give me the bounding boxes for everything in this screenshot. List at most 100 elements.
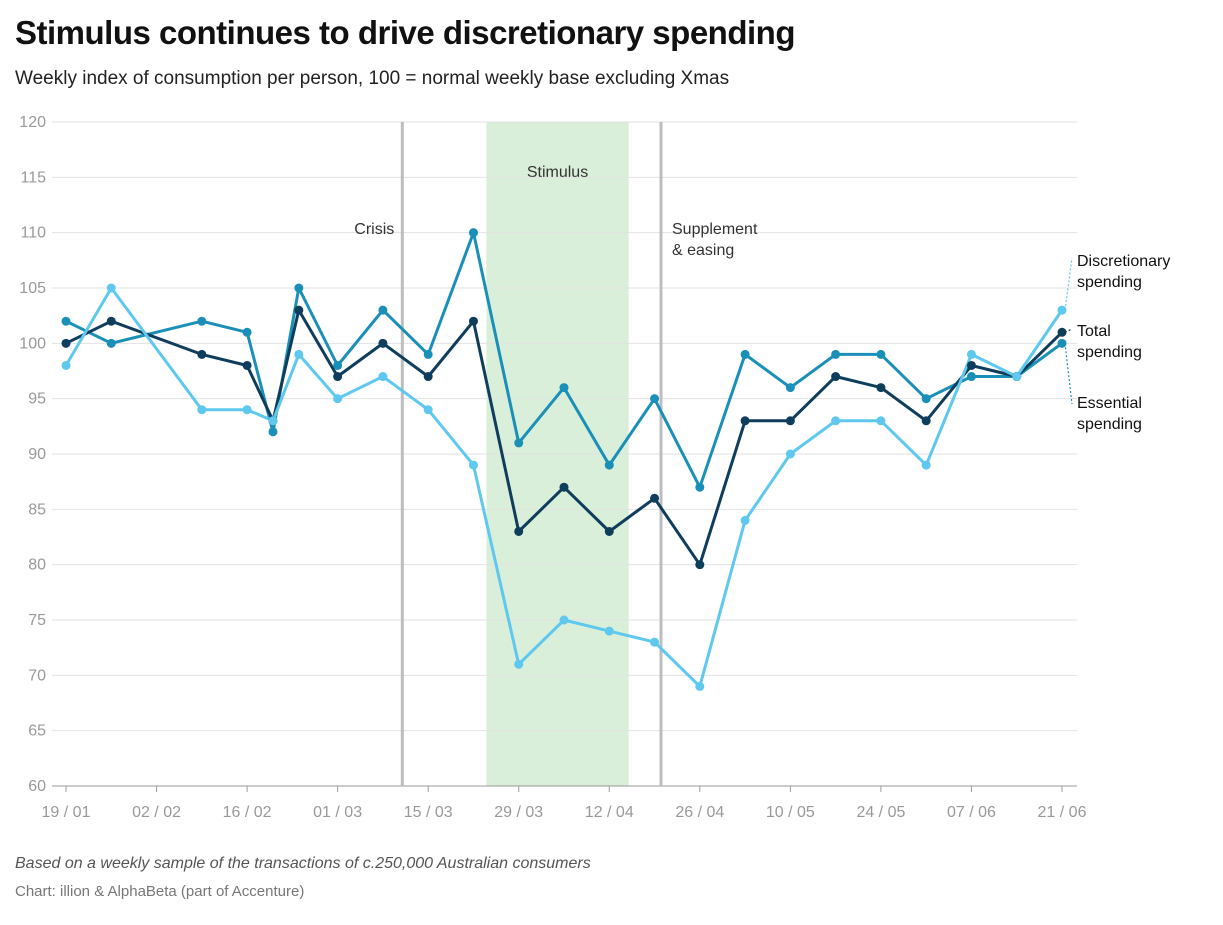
y-tick-label: 65 <box>28 723 46 740</box>
data-point <box>61 316 71 326</box>
y-tick-label: 100 <box>19 335 46 352</box>
data-point <box>740 416 750 426</box>
data-point <box>966 360 976 370</box>
data-point <box>294 283 304 293</box>
vertical-marker-label: Supplement <box>672 221 758 238</box>
data-point <box>61 360 71 370</box>
x-tick-label: 24 / 05 <box>856 804 905 821</box>
series-leader <box>1064 257 1073 311</box>
data-point <box>268 427 278 437</box>
data-point <box>468 460 478 470</box>
x-tick-label: 16 / 02 <box>223 804 272 821</box>
data-point <box>650 493 660 503</box>
data-point <box>294 305 304 315</box>
data-point <box>106 316 116 326</box>
data-point <box>423 405 433 415</box>
series-label: Total <box>1077 323 1111 340</box>
data-point <box>559 383 569 393</box>
y-tick-label: 75 <box>28 612 46 629</box>
data-point <box>876 383 886 393</box>
data-point <box>559 615 569 625</box>
y-tick-label: 110 <box>20 225 46 242</box>
x-tick-label: 19 / 01 <box>42 804 91 821</box>
data-point <box>468 316 478 326</box>
data-point <box>106 283 116 293</box>
data-point <box>333 394 343 404</box>
x-tick-label: 21 / 06 <box>1038 804 1087 821</box>
data-point <box>604 626 614 636</box>
data-point <box>876 349 886 359</box>
x-tick-label: 29 / 03 <box>494 804 543 821</box>
chart-source: Chart: illion & AlphaBeta (part of Accen… <box>15 883 305 900</box>
series-leader <box>1064 343 1073 405</box>
data-point <box>268 416 278 426</box>
data-point <box>378 338 388 348</box>
data-point <box>740 349 750 359</box>
data-point <box>831 349 841 359</box>
data-point <box>1057 327 1067 337</box>
data-point <box>921 416 931 426</box>
x-tick-label: 10 / 05 <box>766 804 815 821</box>
data-point <box>242 405 252 415</box>
x-tick-label: 12 / 04 <box>585 804 634 821</box>
data-point <box>966 349 976 359</box>
x-tick-label: 07 / 06 <box>947 804 996 821</box>
data-point <box>559 482 569 492</box>
data-point <box>378 305 388 315</box>
data-point <box>785 383 795 393</box>
shaded-period-label: Stimulus <box>527 164 588 181</box>
vertical-marker-label: Crisis <box>354 221 394 238</box>
series-label: spending <box>1077 344 1142 361</box>
data-point <box>785 449 795 459</box>
vertical-marker-label: & easing <box>672 242 734 259</box>
x-tick-label: 26 / 04 <box>675 804 724 821</box>
data-point <box>921 394 931 404</box>
y-tick-label: 60 <box>28 778 46 795</box>
y-tick-label: 105 <box>19 280 46 297</box>
data-point <box>695 482 705 492</box>
y-tick-label: 90 <box>28 446 46 463</box>
data-point <box>514 526 524 536</box>
data-point <box>333 372 343 382</box>
data-point <box>1012 372 1022 382</box>
x-tick-label: 15 / 03 <box>404 804 453 821</box>
data-point <box>333 360 343 370</box>
data-point <box>831 416 841 426</box>
data-point <box>197 405 207 415</box>
data-point <box>831 372 841 382</box>
data-point <box>1057 305 1067 315</box>
chart-subtitle: Weekly index of consumption per person, … <box>15 68 730 89</box>
y-tick-label: 115 <box>20 169 46 186</box>
series-label: Discretionary <box>1077 253 1170 270</box>
chart-note: Based on a weekly sample of the transact… <box>15 855 591 872</box>
data-point <box>876 416 886 426</box>
y-tick-label: 85 <box>28 501 46 518</box>
data-point <box>61 338 71 348</box>
x-tick-label: 01 / 03 <box>313 804 362 821</box>
data-point <box>695 560 705 570</box>
data-point <box>966 372 976 382</box>
data-point <box>242 360 252 370</box>
data-point <box>604 460 614 470</box>
data-point <box>650 394 660 404</box>
x-tick-label: 02 / 02 <box>132 804 181 821</box>
data-point <box>197 349 207 359</box>
data-point <box>604 526 614 536</box>
data-point <box>785 416 795 426</box>
data-point <box>695 681 705 691</box>
data-point <box>106 338 116 348</box>
series-label: spending <box>1077 274 1142 291</box>
y-tick-label: 95 <box>28 391 46 408</box>
y-tick-label: 80 <box>28 557 46 574</box>
data-point <box>650 637 660 647</box>
data-point <box>197 316 207 326</box>
series-leader <box>1064 328 1073 333</box>
data-point <box>1057 338 1067 348</box>
data-point <box>294 349 304 359</box>
data-point <box>378 372 388 382</box>
y-tick-label: 70 <box>28 667 46 684</box>
data-point <box>514 438 524 448</box>
y-tick-label: 120 <box>19 114 46 131</box>
data-point <box>468 228 478 238</box>
